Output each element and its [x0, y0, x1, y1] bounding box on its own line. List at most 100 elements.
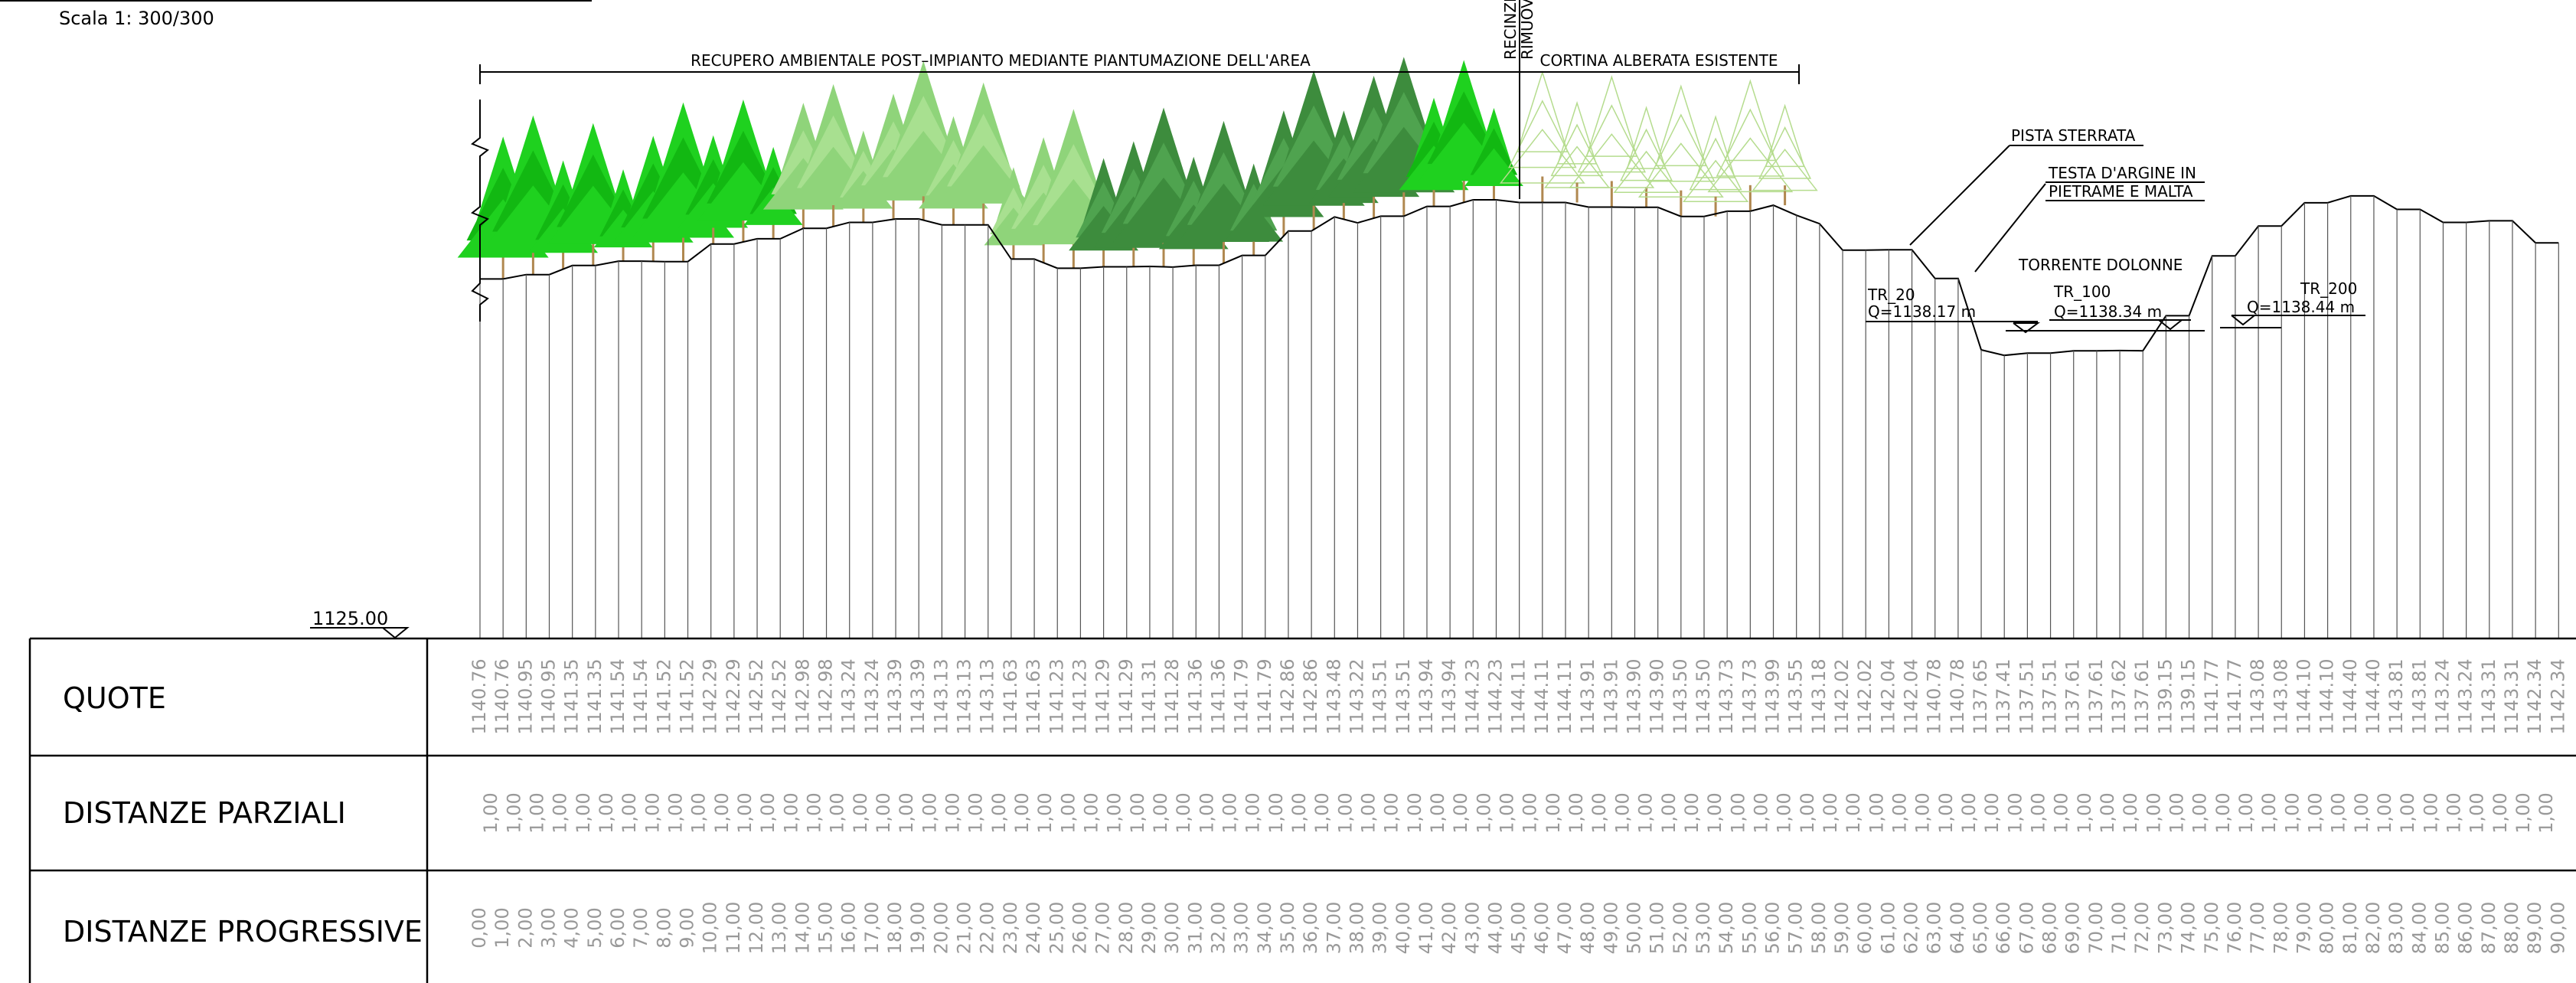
table-cell: 1142.98: [815, 658, 837, 734]
table-cell: 1,00: [1034, 792, 1056, 833]
table-cell: 1,00: [1820, 792, 1841, 833]
table-cell: 85,00: [2431, 902, 2453, 955]
table-cell: 1,00: [2535, 792, 2557, 833]
table-cell: 1,00: [827, 792, 848, 833]
table-cell: 1,00: [1081, 792, 1102, 833]
table-cell: 1,00: [1866, 792, 1887, 833]
table-cell: 1143.48: [1323, 658, 1344, 734]
table-cell: 39,00: [1370, 902, 1391, 955]
table-cell: 1143.39: [884, 658, 906, 734]
table-cell: 16,00: [838, 902, 860, 955]
table-cell: 42,00: [1438, 902, 1460, 955]
table-cell: 79,00: [2293, 902, 2314, 955]
bank-label-2: PIETRAME E MALTA: [2049, 182, 2193, 201]
table-cell: 1,00: [850, 792, 871, 833]
table-cell: 1140.76: [469, 658, 490, 734]
table-cell: 1,00: [2397, 792, 2418, 833]
table-cell: 1,00: [1912, 792, 1934, 833]
table-cell: 1142.02: [1854, 658, 1876, 734]
tree-crown: [1499, 129, 1585, 184]
table-cell: 60,00: [1854, 902, 1876, 955]
table-cell: 64,00: [1947, 902, 1968, 955]
table-cell: 5,00: [584, 907, 606, 948]
table-cell: 1,00: [2027, 792, 2049, 833]
table-cell: 1,00: [2420, 792, 2441, 833]
table-cell: 1141.54: [607, 658, 628, 734]
table-cell: 1144.10: [2293, 658, 2314, 734]
table-cell: 1,00: [2328, 792, 2349, 833]
table-cell: 6,00: [607, 907, 628, 948]
table-cell: 1,00: [1958, 792, 1980, 833]
tree-crown: [938, 145, 1030, 204]
trees: [457, 57, 1818, 279]
table-cell: 1144.11: [1554, 658, 1575, 734]
table-cell: 1,00: [919, 792, 940, 833]
table-cell: 1143.55: [1785, 658, 1807, 734]
table-cell: 1137.51: [2039, 658, 2061, 734]
table-cell: 22,00: [977, 902, 998, 955]
fence-label-2: RIMUOV: [1518, 0, 1536, 60]
table-cell: 66,00: [1993, 902, 2014, 955]
table-cell: 1,00: [1173, 792, 1194, 833]
tree-crown: [1682, 159, 1749, 202]
scale-label: Scala 1: 300/300: [59, 8, 214, 29]
table-cell: 1142.52: [746, 658, 767, 734]
table-cell: 1,00: [1797, 792, 1818, 833]
reclaim-label: RECUPERO AMBIENTALE POST–IMPIANTO MEDIAN…: [691, 51, 1311, 70]
table-cell: 1,00: [1265, 792, 1287, 833]
table-cell: 1141.36: [1184, 658, 1206, 734]
table-cell: 1,00: [988, 792, 1010, 833]
table-cell: 38,00: [1346, 902, 1367, 955]
table-cell: 1141.63: [1000, 658, 1021, 734]
table-cell: 1,00: [1981, 792, 2003, 833]
table-cell: 35,00: [1277, 902, 1298, 955]
table-cell: 1,00: [873, 792, 894, 833]
table-cell: 28,00: [1115, 902, 1137, 955]
table-cell: 69,00: [2062, 902, 2084, 955]
tree-crown: [1508, 100, 1577, 168]
row-label: DISTANZE PROGRESSIVE: [63, 915, 423, 949]
table-cell: 13,00: [769, 902, 790, 955]
table-cell: 45,00: [1508, 902, 1530, 955]
table-cell: 1,00: [2444, 792, 2465, 833]
table-cell: 1,00: [1611, 792, 1633, 833]
tree-crown: [1707, 137, 1794, 193]
table-cell: 87,00: [2478, 902, 2499, 955]
table-cell: 74,00: [2178, 902, 2199, 955]
table-cell: 1,00: [664, 792, 686, 833]
table-cell: 62,00: [1901, 902, 1922, 955]
table-cell: 36,00: [1300, 902, 1321, 955]
table-cell: 44,00: [1484, 902, 1506, 955]
table-cell: 40,00: [1392, 902, 1414, 955]
table-cell: 1142.86: [1277, 658, 1298, 734]
table-cell: 90,00: [2547, 902, 2568, 955]
table-cell: 1139.15: [2178, 658, 2199, 734]
table-cell: 30,00: [1161, 902, 1183, 955]
table-cell: 1,00: [942, 792, 963, 833]
table-cell: 1143.24: [2455, 658, 2476, 734]
table-cell: 14,00: [792, 902, 813, 955]
table-cell: 25,00: [1046, 902, 1067, 955]
table-cell: 1,00: [619, 792, 640, 833]
tree-crown: [1557, 101, 1598, 165]
table-cell: 1143.91: [1577, 658, 1598, 734]
table-cell: 9,00: [677, 907, 698, 948]
table-cell: 1143.13: [954, 658, 975, 734]
table-cell: 50,00: [1624, 902, 1645, 955]
tree-crown: [1647, 113, 1716, 182]
table-cell: 10,00: [700, 902, 721, 955]
table-cell: 56,00: [1762, 902, 1784, 955]
table-cell: 7,00: [630, 907, 651, 948]
table-cell: 49,00: [1600, 902, 1621, 955]
row-label: QUOTE: [63, 681, 166, 715]
table-cell: 34,00: [1254, 902, 1275, 955]
table-cell: 1143.13: [930, 658, 952, 734]
bank-label-1: TESTA D'ARGINE IN: [2048, 164, 2196, 182]
table-cell: 1143.18: [1808, 658, 1830, 734]
dimension-lines: [471, 0, 2365, 334]
table-cell: 1,00: [2212, 792, 2234, 833]
table-cell: 1,00: [1727, 792, 1748, 833]
datum-label: 1125.00: [312, 608, 388, 629]
table-cell: 1143.81: [2385, 658, 2407, 734]
table-cell: 1143.31: [2478, 658, 2499, 734]
